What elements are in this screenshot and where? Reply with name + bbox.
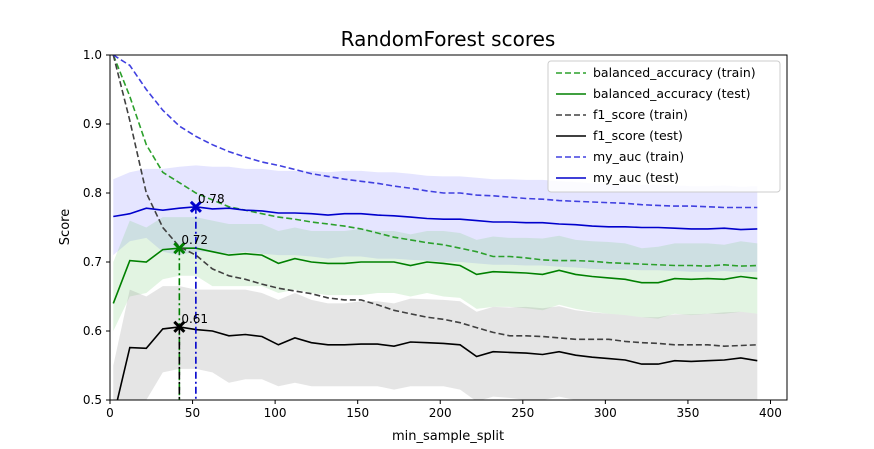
series-line-balanced-accuracy-train [112,55,758,267]
best-marker-label-balanced-accuracy-test: 0.72 [181,233,208,247]
y-tick-label: 0.9 [83,117,102,131]
x-tick-label: 100 [264,406,287,420]
confidence-band-2 [113,217,758,331]
y-tick-label: 0.5 [83,393,102,407]
y-tick-label: 1.0 [83,48,102,62]
legend-frame [547,60,781,193]
series-line-f1-score-train [112,55,758,348]
best-marker-x-my-auc-test [189,200,202,213]
series-lines [112,55,758,400]
x-tick-label: 50 [185,406,200,420]
best-marker-x-balanced-accuracy-test [173,242,186,255]
plot-frame [109,54,788,401]
x-tick-label: 300 [594,406,617,420]
x-tick-label: 200 [429,406,452,420]
series-line-my-auc-train [112,55,758,209]
legend-label-f1-score-train: f1_score (train) [593,107,688,122]
legend-label-f1-score-test: f1_score (test) [593,128,683,143]
x-tick-label: 0 [106,406,114,420]
x-tick-label: 400 [759,406,782,420]
x-tick-label: 250 [511,406,534,420]
x-tick-label: 150 [346,406,369,420]
best-marker-x-f1-score-test [173,320,186,333]
best-marker-label-my-auc-test: 0.78 [198,192,225,206]
series-line-balanced-accuracy-test [112,247,758,304]
y-tick-label: 0.7 [83,255,102,269]
legend-label-balanced-accuracy-train: balanced_accuracy (train) [593,65,756,80]
best-marker-label-f1-score-test: 0.61 [181,312,208,326]
x-axis-ticks: 0 50 100 150 200 250 300 350 400 [106,400,782,420]
chart-title: RandomForest scores [341,27,556,51]
y-axis-label: Score [58,209,73,245]
x-tick-label: 350 [676,406,699,420]
y-tick-label: 0.8 [83,186,102,200]
legend-label-my-auc-test: my_auc (test) [593,170,679,185]
series-line-f1-score-test [116,326,758,400]
series-line-my-auc-test [113,205,758,231]
legend-label-my-auc-train: my_auc (train) [593,149,684,164]
legend: balanced_accuracy (train) balanced_accura… [547,60,781,193]
x-axis-label: min_sample_split [392,429,504,444]
y-tick-label: 0.6 [83,324,102,338]
y-axis-ticks: 0.5 0.6 0.7 0.8 0.9 1.0 [83,48,110,407]
best-score-markers: 0.78 0.72 0.61 [173,192,225,400]
legend-label-balanced-accuracy-test: balanced_accuracy (test) [593,86,751,101]
